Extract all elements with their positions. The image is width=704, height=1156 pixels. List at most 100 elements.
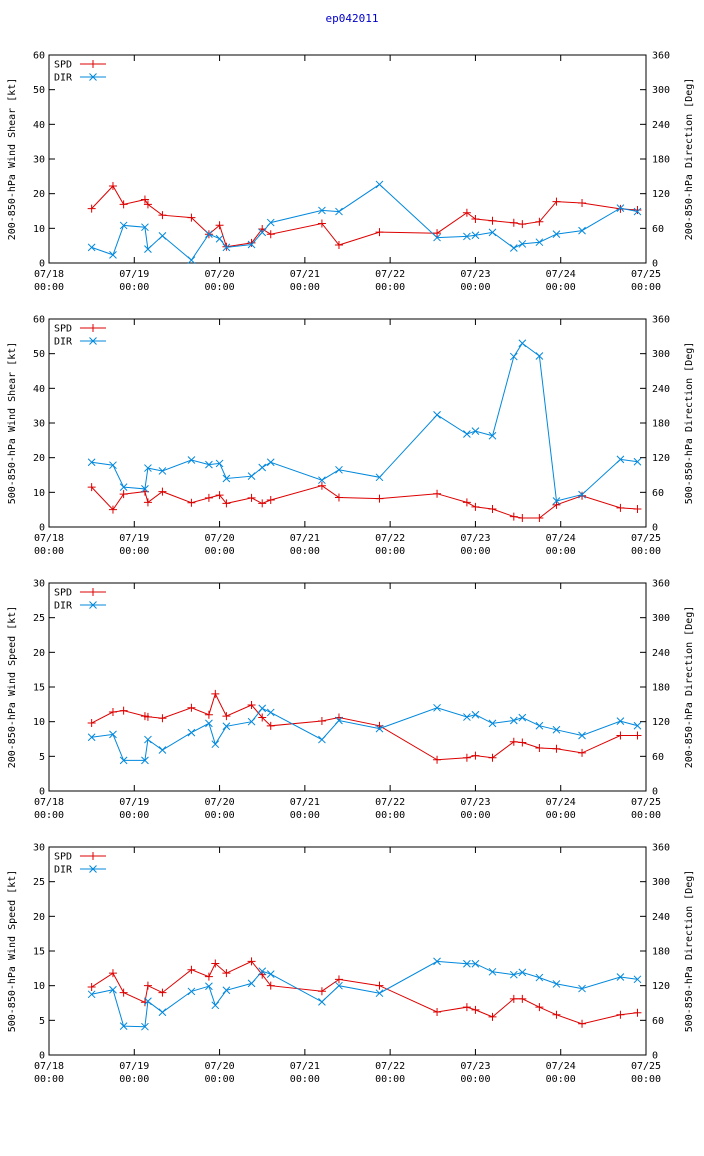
plot-frame	[48, 846, 647, 1056]
dir-data-point	[318, 735, 326, 744]
spd-data-point	[143, 200, 152, 209]
y-right-tick-label: 240	[652, 120, 670, 131]
spd-data-point	[433, 489, 442, 498]
y-left-tick-label: 25	[33, 613, 45, 624]
dir-data-point	[266, 708, 275, 717]
spd-data-point	[215, 221, 224, 230]
y-left-tick-label: 5	[39, 752, 45, 763]
y-right-tick-label: 360	[652, 315, 670, 326]
dir-legend-marker	[89, 865, 97, 873]
spd-data-point	[266, 230, 275, 239]
dir-legend-marker	[89, 73, 97, 81]
spd-data-point	[215, 491, 224, 500]
dir-data-point	[335, 716, 343, 725]
spd-data-point	[552, 197, 561, 206]
spd-data-point	[266, 495, 275, 504]
spd-data-point	[462, 208, 471, 217]
x-tick-date: 07/19	[119, 533, 149, 544]
x-tick-date: 07/22	[375, 533, 405, 544]
spd-data-point	[266, 981, 275, 990]
x-tick-time: 00:00	[34, 810, 64, 821]
spd-data-point	[578, 199, 587, 208]
dir-series-line	[91, 960, 638, 1028]
spd-data-point	[509, 737, 518, 746]
dir-data-point	[509, 244, 518, 252]
spd-data-point	[143, 712, 152, 721]
chart-panel-3: 05101520253006012018024030036007/1800:00…	[7, 579, 695, 822]
dir-data-point	[616, 973, 625, 981]
spd-data-point	[488, 504, 497, 513]
dir-data-point	[205, 719, 213, 728]
dir-series-line	[91, 342, 638, 502]
y-left-tick-label: 20	[33, 912, 45, 923]
x-tick-time: 00:00	[290, 546, 320, 557]
x-tick-date: 07/18	[34, 269, 64, 280]
y-left-axis-label: 500-850-hPa Wind Shear [kt]	[7, 342, 18, 505]
x-tick-date: 07/24	[546, 533, 576, 544]
y-right-tick-label: 0	[652, 1051, 658, 1062]
y-left-tick-label: 30	[33, 155, 45, 166]
spd-data-point	[433, 755, 442, 764]
spd-data-point	[317, 481, 326, 490]
y-right-axis-label: 500-850-hPa Direction [Deg]	[684, 342, 695, 505]
spd-data-point	[518, 220, 527, 229]
x-tick-date: 07/22	[375, 269, 405, 280]
y-left-tick-label: 60	[33, 51, 45, 62]
y-right-tick-label: 180	[652, 947, 670, 958]
y-right-tick-label: 360	[652, 843, 670, 854]
y-left-tick-label: 50	[33, 85, 45, 96]
spd-data-point	[509, 512, 518, 521]
y-left-tick-label: 40	[33, 120, 45, 131]
x-tick-time: 00:00	[34, 1074, 64, 1085]
spd-data-point	[375, 228, 384, 237]
dir-data-point	[215, 459, 224, 468]
x-tick-time: 00:00	[205, 546, 235, 557]
spd-data-point	[247, 493, 256, 502]
spd-data-point	[211, 959, 220, 968]
dir-data-point	[488, 719, 497, 728]
dir-data-point	[247, 979, 256, 988]
spd-data-point	[108, 182, 117, 191]
dir-data-point	[144, 997, 152, 1006]
spd-data-point	[471, 214, 480, 223]
spd-data-point	[518, 513, 527, 522]
dir-data-point	[141, 756, 149, 765]
y-left-tick-label: 0	[39, 1051, 45, 1062]
spd-data-point	[334, 493, 343, 502]
x-tick-date: 07/23	[460, 797, 490, 808]
x-tick-time: 00:00	[205, 810, 235, 821]
y-right-tick-label: 300	[652, 85, 670, 96]
spd-data-point	[462, 1003, 471, 1012]
spd-data-point	[266, 721, 275, 730]
x-tick-date: 07/24	[546, 1061, 576, 1072]
y-left-tick-label: 30	[33, 843, 45, 854]
dir-data-point	[433, 957, 441, 966]
spd-data-point	[578, 1019, 587, 1028]
dir-series-line	[91, 707, 638, 761]
spd-data-point	[119, 706, 128, 715]
dir-data-point	[616, 717, 625, 725]
x-tick-date: 07/21	[290, 533, 320, 544]
x-tick-date: 07/23	[460, 1061, 490, 1072]
dir-data-point	[87, 458, 96, 467]
y-left-tick-label: 5	[39, 1016, 45, 1027]
spd-data-point	[317, 716, 326, 725]
dir-data-point	[211, 1001, 220, 1010]
x-tick-time: 00:00	[375, 810, 405, 821]
dir-data-point	[158, 1008, 167, 1017]
dir-data-point	[318, 206, 326, 215]
spd-legend-label: SPD	[54, 852, 72, 863]
x-tick-date: 07/25	[631, 269, 661, 280]
dir-data-point	[187, 256, 196, 264]
dir-data-point	[187, 987, 196, 996]
dir-data-point	[119, 221, 128, 230]
dir-data-point	[471, 959, 480, 968]
spd-data-point	[204, 710, 213, 719]
spd-data-point	[535, 744, 544, 753]
dir-data-point	[375, 724, 384, 733]
y-left-axis-label: 200-850-hPa Wind Speed [kt]	[7, 606, 18, 769]
spd-data-point	[158, 487, 167, 496]
dir-data-point	[158, 746, 167, 754]
x-tick-time: 00:00	[546, 1074, 576, 1085]
